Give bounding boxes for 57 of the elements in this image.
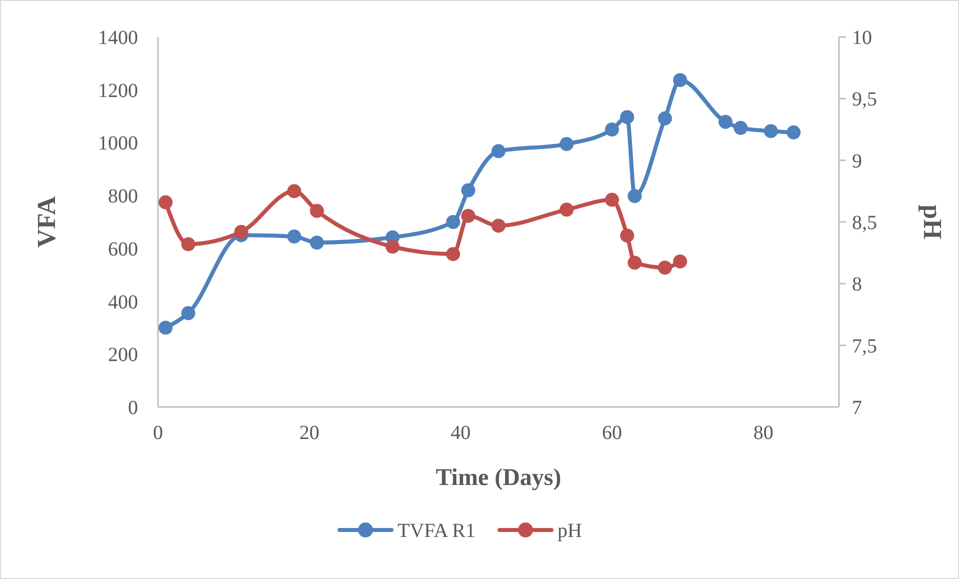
x-tick-label: 0 [153, 422, 163, 444]
y-tick-label: 0 [128, 397, 138, 419]
point [492, 218, 506, 233]
point [234, 224, 248, 239]
point [673, 254, 688, 268]
point [158, 320, 173, 335]
x-tick-label: 40 [450, 422, 471, 444]
point [560, 137, 574, 152]
point [181, 237, 196, 252]
point [620, 228, 634, 243]
y-tick-label: 800 [108, 186, 138, 208]
y-tick-label: 600 [108, 238, 138, 260]
y-tick-label: 200 [108, 344, 138, 366]
y2-tick-label: 9,5 [852, 88, 877, 111]
y2-axis-title: pH [918, 204, 947, 240]
legend-label: TVFA R1 [398, 520, 476, 542]
point [718, 114, 732, 129]
point [605, 192, 619, 207]
point [734, 120, 748, 135]
x-tick-label: 20 [299, 422, 320, 444]
point [628, 256, 642, 270]
point [461, 208, 476, 223]
point [446, 247, 460, 262]
y2-tick-label: 9 [852, 150, 862, 172]
y2-tick-label: 8,5 [852, 212, 877, 234]
point [620, 110, 634, 124]
point [786, 125, 801, 140]
point [673, 73, 688, 88]
point [386, 240, 400, 254]
point [287, 230, 302, 244]
point [628, 189, 642, 204]
point [658, 111, 672, 126]
point [658, 260, 672, 275]
point [446, 215, 460, 229]
point [605, 122, 619, 136]
y2-tick-label: 7,5 [852, 335, 877, 358]
y-tick-label: 1000 [98, 132, 138, 155]
y2-tick-label: 7 [852, 397, 862, 419]
y-tick-label: 1200 [98, 80, 138, 102]
legend-label: pH [558, 520, 582, 542]
x-tick-label: 60 [602, 422, 622, 444]
point [461, 183, 476, 198]
y-axis-title: VFA [32, 196, 61, 248]
point [560, 202, 574, 217]
y2-tick-label: 10 [852, 27, 872, 49]
y-tick-label: 400 [108, 291, 138, 314]
point [158, 195, 173, 210]
x-axis-title: Time (Days) [436, 465, 562, 491]
point [287, 184, 302, 198]
point [492, 144, 506, 158]
y-tick-label: 1400 [98, 27, 138, 49]
point [310, 204, 324, 218]
point [764, 124, 778, 138]
y2-tick-label: 8 [852, 274, 862, 296]
x-tick-label: 80 [753, 422, 774, 444]
point [181, 306, 196, 320]
point [310, 236, 324, 250]
